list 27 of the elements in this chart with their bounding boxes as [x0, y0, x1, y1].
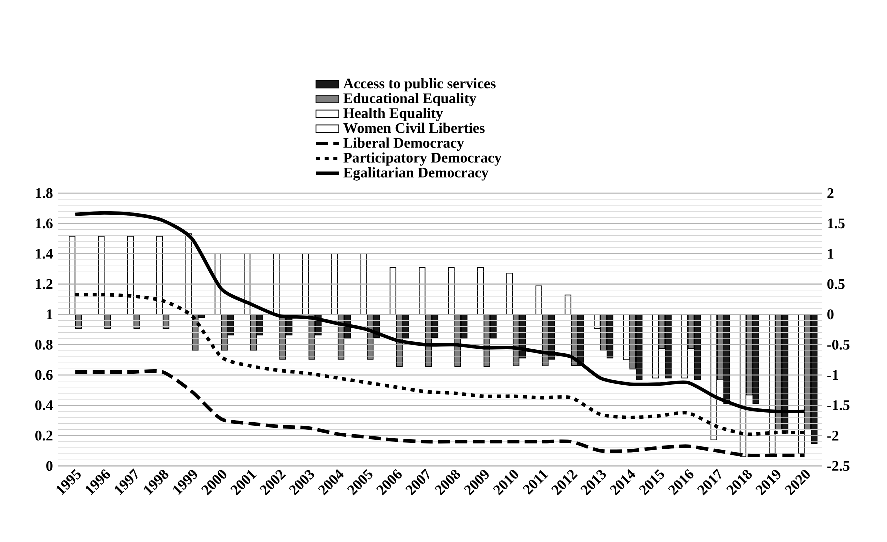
y-tick-label: 0 [46, 461, 53, 472]
legend-label: Health Equality [344, 108, 444, 122]
y2-tick-label: 2 [828, 188, 834, 198]
legend-label: Access to public services [344, 78, 496, 92]
y-tick-label: 1.8 [36, 188, 53, 198]
y2-tick-label: -0.5 [828, 340, 850, 350]
legend-label: Egalitarian Democracy [344, 167, 489, 181]
y2-tick-label: -1 [828, 370, 838, 380]
y2-tick-label: 0 [828, 310, 834, 320]
y2-tick-label: 0.5 [828, 279, 845, 290]
y-tick-label: 0.8 [36, 340, 53, 350]
y2-tick-label: 1 [828, 249, 834, 259]
legend-label: Women Civil Liberties [344, 122, 485, 134]
y2-tick-label: -1.5 [828, 400, 850, 410]
y-tick-label: 0.4 [36, 400, 54, 410]
y-tick-label: 0.2 [36, 430, 53, 441]
y2-tick-label: 1.5 [828, 218, 845, 229]
y-tick-label: 1.4 [36, 248, 54, 259]
y2-tick-label: -2 [828, 430, 839, 441]
y-tick-label: 1.6 [36, 218, 53, 229]
y-tick-label: 0.6 [36, 370, 53, 380]
y-tick-label: 1 [47, 310, 53, 320]
legend-label: Participatory Democracy [344, 152, 502, 166]
y-tick-label: 1.2 [36, 279, 53, 290]
legend-label: Liberal Democracy [344, 138, 464, 151]
legend-label: Educational Equality [344, 93, 477, 106]
y2-tick-label: -2.5 [828, 461, 850, 472]
